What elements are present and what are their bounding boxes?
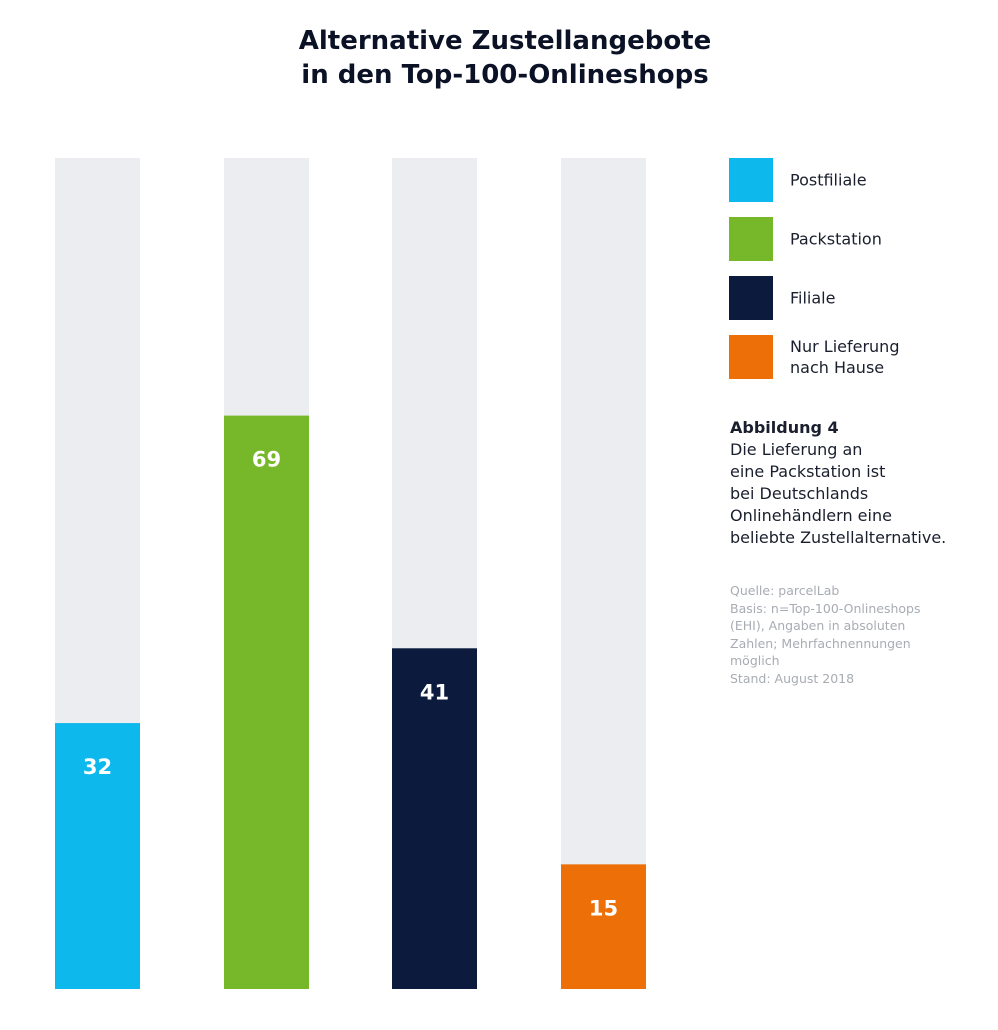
source-note: Quelle: parcelLab Basis: n=Top-100-Onlin…	[730, 582, 980, 687]
source-line: möglich	[730, 653, 780, 668]
legend-label-filiale: Filiale	[790, 288, 836, 308]
data-label-nur-lieferung: 15	[589, 896, 618, 920]
legend-swatch-postfiliale	[729, 158, 773, 202]
legend-swatch-filiale	[729, 276, 773, 320]
source-line: Basis: n=Top-100-Onlineshops	[730, 600, 921, 616]
caption-heading: Abbildung 4	[730, 418, 839, 437]
data-label-filiale: 41	[420, 680, 449, 704]
source-line: Quelle: parcelLab	[730, 583, 840, 598]
legend-swatch-nur-lieferung	[729, 335, 773, 379]
bar-chart: 32 69 41 15	[55, 158, 646, 989]
legend-label-packstation: Packstation	[790, 229, 882, 249]
chart-title-line-1: Alternative Zustellangebote	[298, 26, 712, 56]
bar-packstation	[224, 415, 309, 989]
bar-postfiliale	[55, 723, 140, 989]
legend-swatch-packstation	[729, 217, 773, 261]
data-label-packstation: 69	[252, 448, 281, 472]
legend-label-postfiliale: Postfiliale	[790, 170, 867, 190]
bar-filiale	[392, 648, 477, 989]
legend-label-nur-lieferung: Nur Lieferung nach Hause	[790, 337, 900, 377]
legend-item-packstation: Packstation	[729, 217, 989, 261]
bar-nur-lieferung	[561, 864, 646, 989]
chart-title-line-2: in den Top-100-Onlineshops	[301, 60, 709, 90]
legend-item-nur-lieferung: Nur Lieferung nach Hause	[729, 335, 989, 379]
chart-title: Alternative Zustellangebote in den Top-1…	[0, 24, 998, 92]
caption-body: Die Lieferung an eine Packstation ist be…	[730, 440, 947, 547]
source-line: Zahlen; Mehrfachnennungen	[730, 635, 911, 651]
bar-track-nur-lieferung	[561, 158, 646, 989]
data-label-postfiliale: 32	[83, 755, 112, 779]
figure-caption: Abbildung 4 Die Lieferung an eine Packst…	[730, 417, 990, 549]
source-line: (EHI), Angaben in absoluten	[730, 618, 906, 633]
legend-item-filiale: Filiale	[729, 276, 989, 320]
legend-item-postfiliale: Postfiliale	[729, 158, 989, 202]
source-line: Stand: August 2018	[730, 670, 855, 686]
